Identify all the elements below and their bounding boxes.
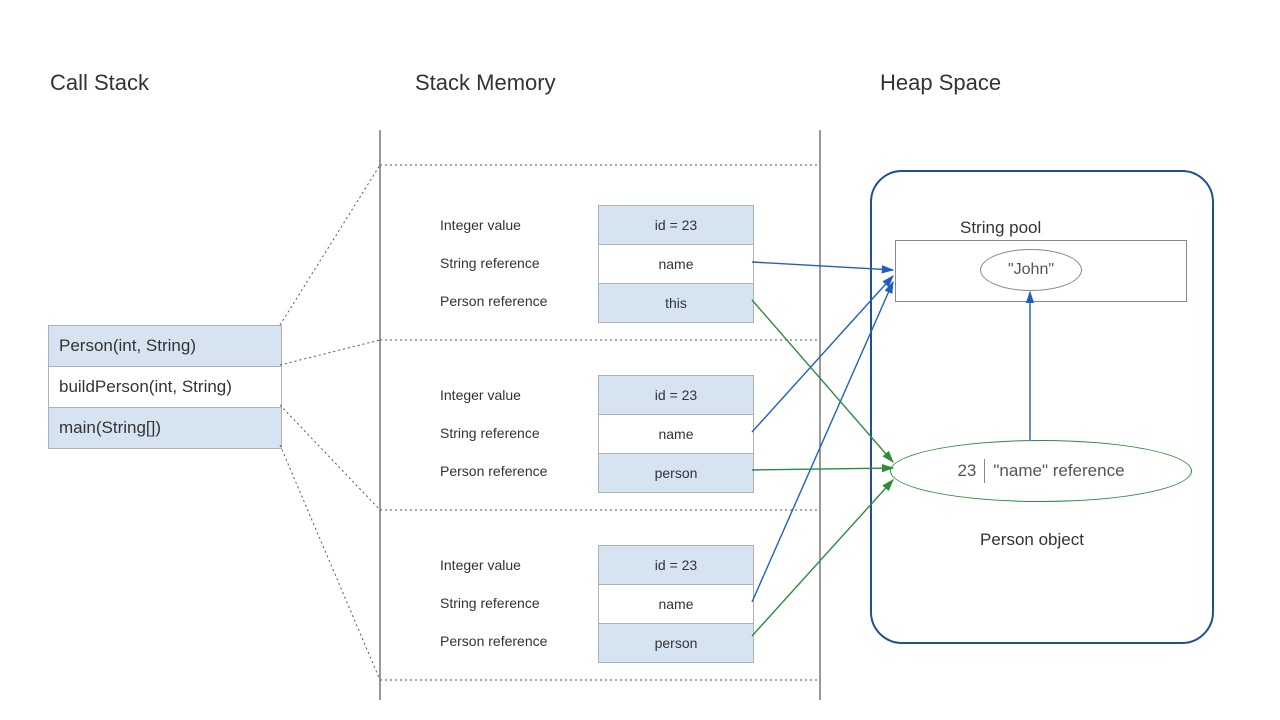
frame-value-cell: id = 23 (599, 546, 754, 585)
frame-label: String reference (440, 595, 580, 611)
person-id-text: 23 (957, 461, 976, 481)
person-object-label: Person object (980, 530, 1084, 550)
person-divider (984, 459, 985, 483)
person-object-ellipse: 23 "name" reference (890, 440, 1192, 502)
string-john-ellipse: "John" (980, 249, 1082, 291)
frame-value-cell: person (599, 624, 754, 663)
frame-label: Integer value (440, 557, 580, 573)
frame-label: Person reference (440, 633, 580, 649)
string-pool-label: String pool (960, 218, 1041, 238)
frame-value-cell: name (599, 585, 754, 624)
person-name-ref-text: "name" reference (993, 461, 1124, 481)
